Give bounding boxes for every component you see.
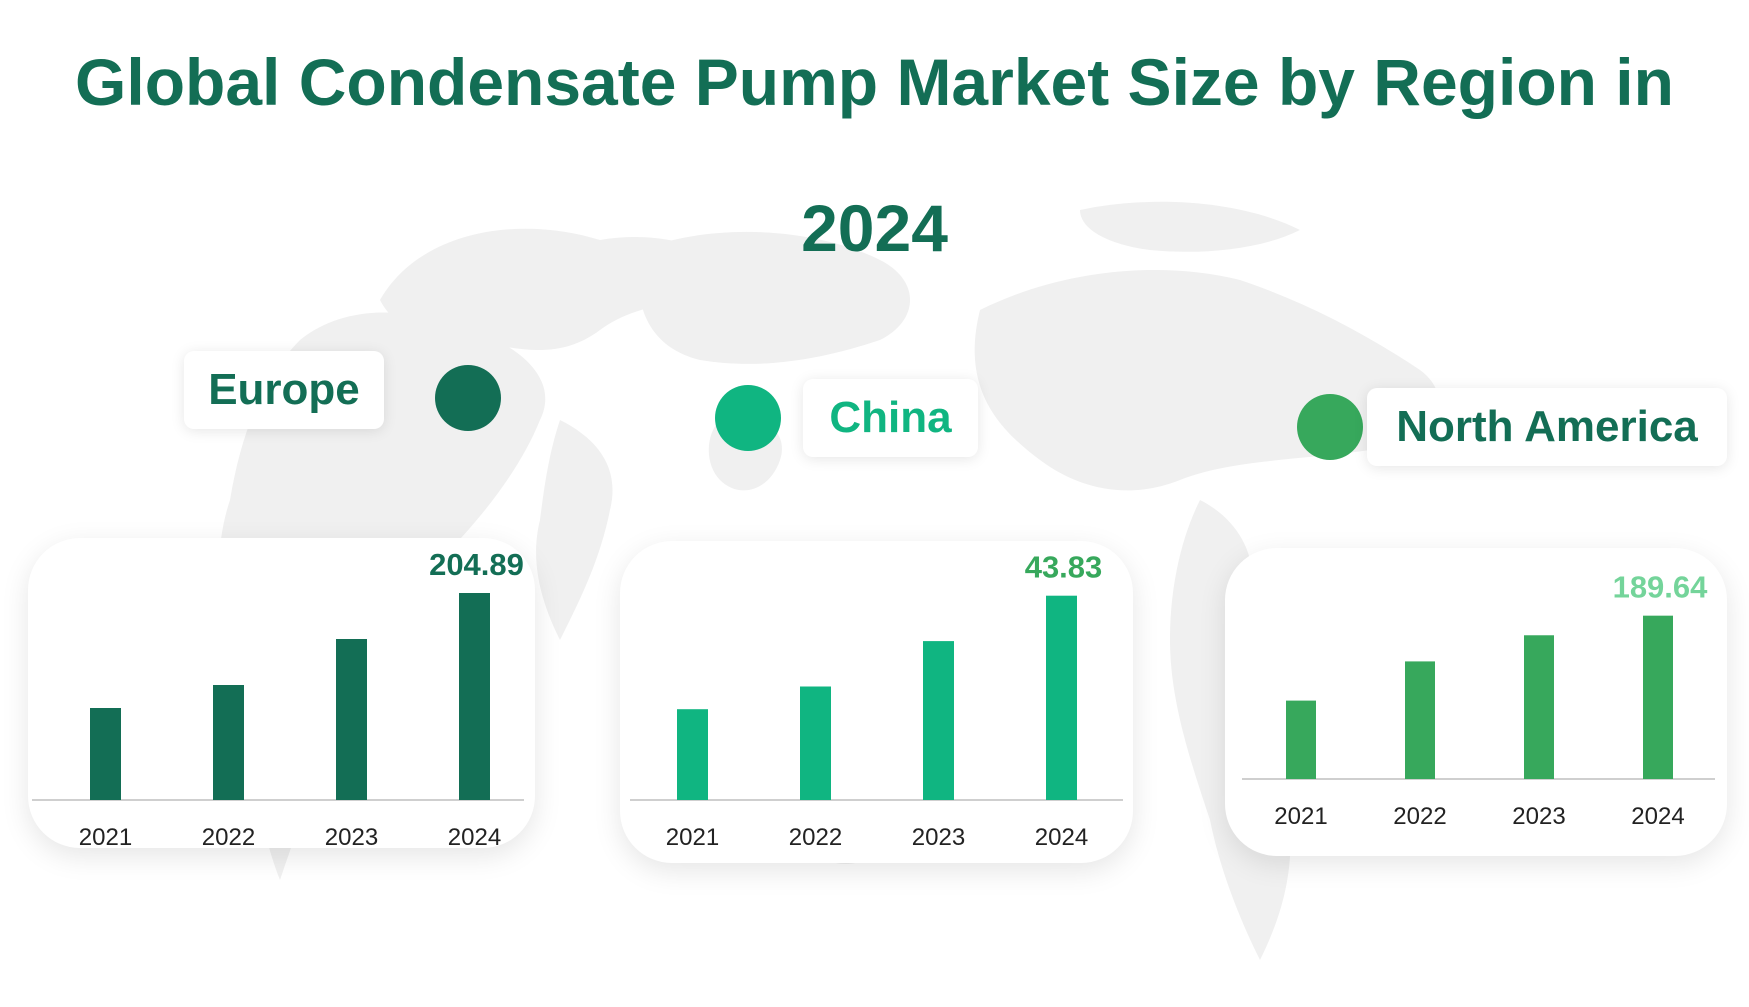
north-america-chart-card: 2021 2022 2023 2024 189.64 [1225, 548, 1727, 856]
china-bar-2023 [923, 641, 954, 800]
china-x-tick-label: 2021 [666, 824, 719, 851]
europe-region-label: Europe [184, 351, 384, 429]
north-america-x-tick-label: 2024 [1631, 803, 1684, 830]
china-bar-2024 [1046, 595, 1077, 800]
europe-x-tick-label: 2024 [448, 824, 501, 851]
china-x-tick-label: 2024 [1035, 824, 1088, 851]
chart-title-line-2: 2024 [801, 191, 948, 265]
china-bar-2022 [800, 686, 831, 800]
china-region-label: China [803, 379, 978, 457]
china-x-tick-label: 2023 [912, 824, 965, 851]
europe-x-tick-label: 2021 [79, 824, 132, 851]
north-america-bar-2021 [1286, 700, 1316, 779]
europe-marker-dot [435, 365, 501, 431]
north-america-bar-2024 [1643, 615, 1673, 779]
china-x-tick-label: 2022 [789, 824, 842, 851]
china-bar-chart: 2021 2022 2023 2024 43.83 [630, 550, 1123, 851]
north-america-data-label: 189.64 [1613, 570, 1709, 605]
europe-data-label: 204.89 [429, 547, 524, 582]
north-america-bar-2023 [1524, 635, 1554, 779]
europe-x-tick-label: 2023 [325, 824, 378, 851]
north-america-bar-chart: 2021 2022 2023 2024 189.64 [1242, 570, 1715, 830]
china-chart-card: 2021 2022 2023 2024 43.83 [620, 541, 1133, 863]
north-america-bar-2022 [1405, 661, 1435, 779]
europe-x-tick-label: 2022 [202, 824, 255, 851]
chart-title-line-1: Global Condensate Pump Market Size by Re… [75, 45, 1674, 119]
china-data-label: 43.83 [1025, 550, 1103, 585]
north-america-marker-dot [1297, 394, 1363, 460]
europe-bar-2022 [213, 685, 244, 800]
europe-bar-chart: 2021 2022 2023 2024 204.89 [32, 547, 524, 851]
europe-bar-2024 [459, 593, 490, 800]
china-bar-2021 [677, 709, 708, 800]
north-america-x-tick-label: 2023 [1512, 803, 1565, 830]
north-america-region-label: North America [1367, 388, 1727, 466]
north-america-x-tick-label: 2021 [1274, 803, 1327, 830]
europe-chart-card: 2021 2022 2023 2024 204.89 [28, 538, 535, 851]
europe-bar-2023 [336, 639, 367, 800]
north-america-x-tick-label: 2022 [1393, 803, 1446, 830]
china-marker-dot [715, 385, 781, 451]
europe-bar-2021 [90, 708, 121, 800]
